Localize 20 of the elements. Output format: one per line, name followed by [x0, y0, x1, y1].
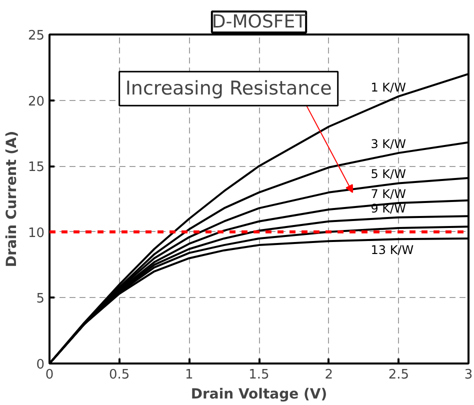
y-tick-label: 10 — [28, 226, 45, 241]
y-tick-label: 0 — [36, 358, 45, 372]
series-label: 7 K/W — [370, 186, 406, 201]
x-tick-label: 0.5 — [108, 368, 130, 382]
series-label: 13 K/W — [370, 243, 414, 258]
x-tick-label: 2 — [324, 368, 333, 382]
series-label: 3 K/W — [370, 136, 406, 151]
y-tick-label: 25 — [28, 28, 45, 44]
annotation: Increasing Resistance — [125, 78, 332, 100]
series-label: 1 K/W — [370, 80, 406, 94]
x-tick-label: 1.5 — [248, 368, 270, 382]
y-axis-title: Drain Current (A) — [4, 130, 20, 268]
x-tick-label: 3 — [464, 368, 473, 382]
x-tick-label: 1 — [185, 368, 194, 382]
y-tick-label: 15 — [28, 160, 45, 176]
x-tick-label: 2.5 — [388, 368, 410, 382]
y-tick-label: 20 — [28, 94, 45, 110]
series-label: 5 K/W — [370, 167, 406, 182]
y-tick-label: 5 — [36, 292, 45, 307]
x-axis-title: Drain Voltage (V) — [190, 386, 328, 402]
